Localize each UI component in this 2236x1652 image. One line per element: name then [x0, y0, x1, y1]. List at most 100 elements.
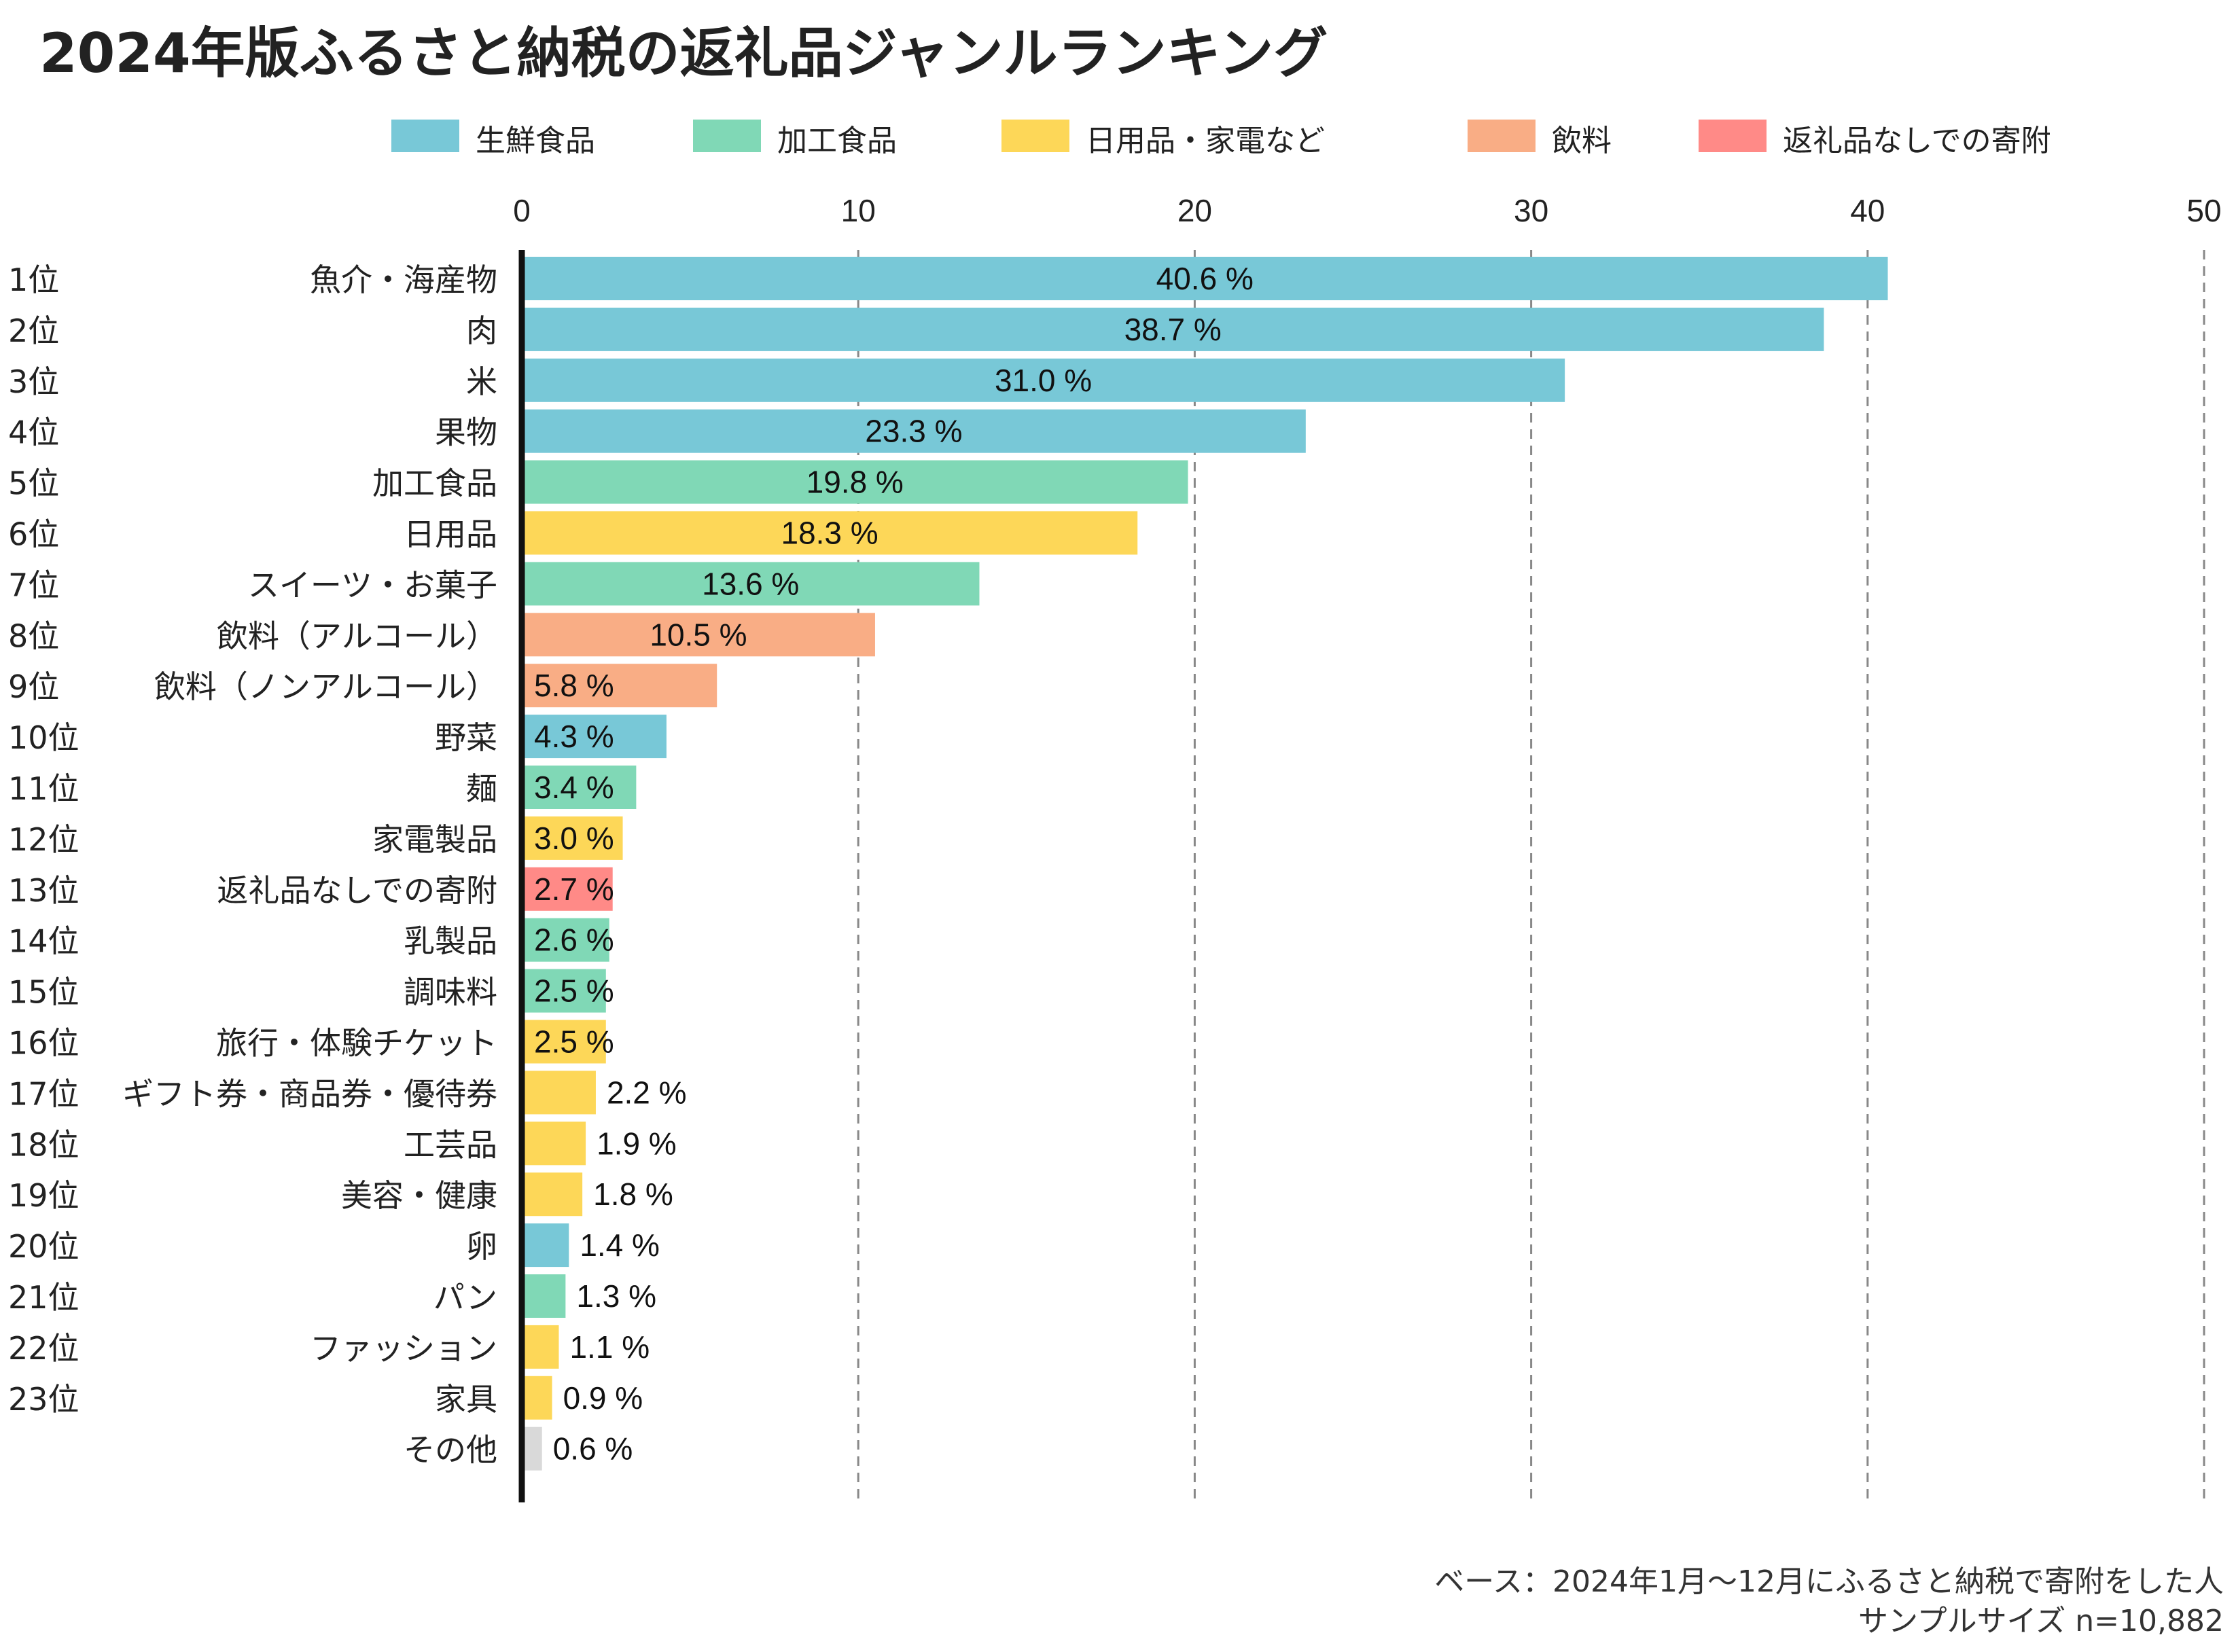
data-label-21: 1.3 % — [576, 1278, 656, 1314]
data-label-17: 2.2 % — [607, 1075, 687, 1110]
data-label-2: 38.7 % — [1124, 312, 1222, 347]
category-label-17: ギフト券・商品券・優待券 — [122, 1075, 497, 1112]
x-gridlines — [857, 250, 2205, 1503]
category-label-10: 野菜 — [435, 719, 497, 756]
rank-label-5: 5位 — [8, 465, 59, 502]
legend-swatch-processed — [693, 120, 761, 152]
data-label-6: 18.3 % — [781, 516, 878, 551]
bar-14 — [522, 918, 609, 962]
bar-15 — [522, 969, 606, 1013]
data-label-4: 23.3 % — [865, 414, 962, 449]
rank-label-8: 8位 — [8, 617, 59, 654]
category-label-15: 調味料 — [404, 974, 497, 1011]
data-label-22: 1.1 % — [569, 1329, 650, 1365]
category-label-4: 果物 — [435, 414, 497, 451]
category-label-2: 肉 — [466, 312, 497, 349]
bar-16 — [522, 1020, 606, 1064]
rank-label-13: 13位 — [8, 872, 79, 909]
bar-13 — [522, 867, 613, 911]
bar-11 — [522, 766, 637, 809]
rank-label-12: 12位 — [8, 821, 79, 858]
rank-label-15: 15位 — [8, 974, 79, 1011]
x-tick-label-20: 20 — [1177, 193, 1212, 228]
legend-swatch-daily — [1001, 120, 1069, 152]
footnote-sample-size: サンプルサイズ n=10,882 — [1858, 1604, 2224, 1638]
legend-swatch-none — [1699, 120, 1767, 152]
legend-label-drink: 飲料 — [1552, 124, 1612, 158]
data-label-20: 1.4 % — [580, 1227, 660, 1263]
x-tick-label-10: 10 — [841, 193, 876, 228]
bar-10 — [522, 715, 667, 759]
bar-22 — [522, 1325, 559, 1369]
chart-title: 2024年版ふるさと納税の返礼品ジャンルランキング — [39, 22, 1328, 85]
bar-24 — [522, 1426, 542, 1471]
bar-19 — [522, 1172, 583, 1217]
rank-label-1: 1位 — [8, 262, 59, 298]
bar-2 — [522, 307, 1824, 351]
data-label-8: 10.5 % — [650, 617, 747, 652]
category-label-22: ファッション — [310, 1330, 497, 1367]
x-tick-label-40: 40 — [1850, 193, 1885, 228]
bar-3 — [522, 358, 1565, 402]
rank-label-3: 3位 — [8, 363, 59, 400]
category-label-12: 家電製品 — [372, 821, 497, 858]
category-label-16: 旅行・体験チケット — [216, 1025, 497, 1062]
chart-legend: 生鮮食品 加工食品 日用品・家電など 飲料 返礼品なしでの寄附 — [391, 120, 2051, 158]
x-tick-label-30: 30 — [1514, 193, 1548, 228]
data-label-11: 3.4 % — [534, 770, 614, 805]
category-label-18: 工芸品 — [404, 1126, 497, 1163]
data-label-13: 2.7 % — [534, 872, 614, 907]
data-label-14: 2.6 % — [534, 922, 614, 958]
category-label-7: スイーツ・お菓子 — [248, 567, 497, 603]
legend-swatch-fresh — [391, 120, 459, 152]
data-label-15: 2.5 % — [534, 973, 614, 1009]
legend-label-none: 返礼品なしでの寄附 — [1783, 124, 2051, 158]
bar-8 — [522, 613, 875, 657]
category-label-21: パン — [433, 1279, 497, 1316]
data-label-12: 3.0 % — [534, 821, 614, 856]
category-label-8: 飲料（アルコール） — [217, 617, 497, 654]
data-label-3: 31.0 % — [995, 363, 1092, 398]
data-label-19: 1.8 % — [593, 1177, 673, 1212]
rank-label-23: 23位 — [8, 1381, 79, 1418]
data-label-1: 40.6 % — [1156, 261, 1254, 296]
rank-label-2: 2位 — [8, 312, 59, 349]
rank-label-11: 11位 — [8, 770, 79, 807]
bar-9 — [522, 664, 717, 708]
rank-label-10: 10位 — [8, 719, 79, 756]
rank-label-6: 6位 — [8, 516, 59, 553]
bar-20 — [522, 1223, 569, 1268]
data-label-9: 5.8 % — [534, 668, 614, 703]
rank-label-17: 17位 — [8, 1075, 79, 1112]
legend-label-fresh: 生鮮食品 — [476, 124, 595, 158]
data-label-18: 1.9 % — [597, 1126, 677, 1161]
rank-label-14: 14位 — [8, 923, 79, 960]
category-label-5: 加工食品 — [372, 465, 497, 502]
data-label-10: 4.3 % — [534, 719, 614, 754]
rank-label-21: 21位 — [8, 1279, 79, 1316]
rank-label-20: 20位 — [8, 1228, 79, 1265]
bar-21 — [522, 1274, 566, 1318]
data-label-24: 0.6 % — [553, 1431, 633, 1467]
bar-6 — [522, 511, 1138, 555]
category-label-9: 飲料（ノンアルコール） — [154, 668, 497, 705]
x-tick-label-0: 0 — [513, 193, 531, 228]
rank-label-4: 4位 — [8, 414, 59, 451]
x-axis-ticks: 0 10 20 30 40 50 — [513, 193, 2221, 228]
data-label-5: 19.8 % — [806, 465, 904, 500]
category-label-19: 美容・健康 — [341, 1177, 497, 1214]
category-label-20: 卵 — [466, 1228, 497, 1265]
category-labels: 1位 魚介・海産物 2位 肉 3位 米 4位 果物 5位 加工食品 6位 日用品 7位 スイーツ・お菓子 8… — [8, 262, 497, 1469]
rank-label-16: 16位 — [8, 1025, 79, 1062]
category-label-14: 乳製品 — [404, 923, 497, 960]
bar-4 — [522, 409, 1306, 453]
category-label-11: 麺 — [466, 770, 497, 807]
category-label-6: 日用品 — [404, 516, 497, 553]
category-label-13: 返礼品なしでの寄附 — [217, 872, 497, 909]
category-label-3: 米 — [466, 363, 497, 400]
bar-12 — [522, 816, 623, 860]
bar-23 — [522, 1376, 552, 1420]
rank-label-22: 22位 — [8, 1330, 79, 1367]
data-label-16: 2.5 % — [534, 1024, 614, 1060]
